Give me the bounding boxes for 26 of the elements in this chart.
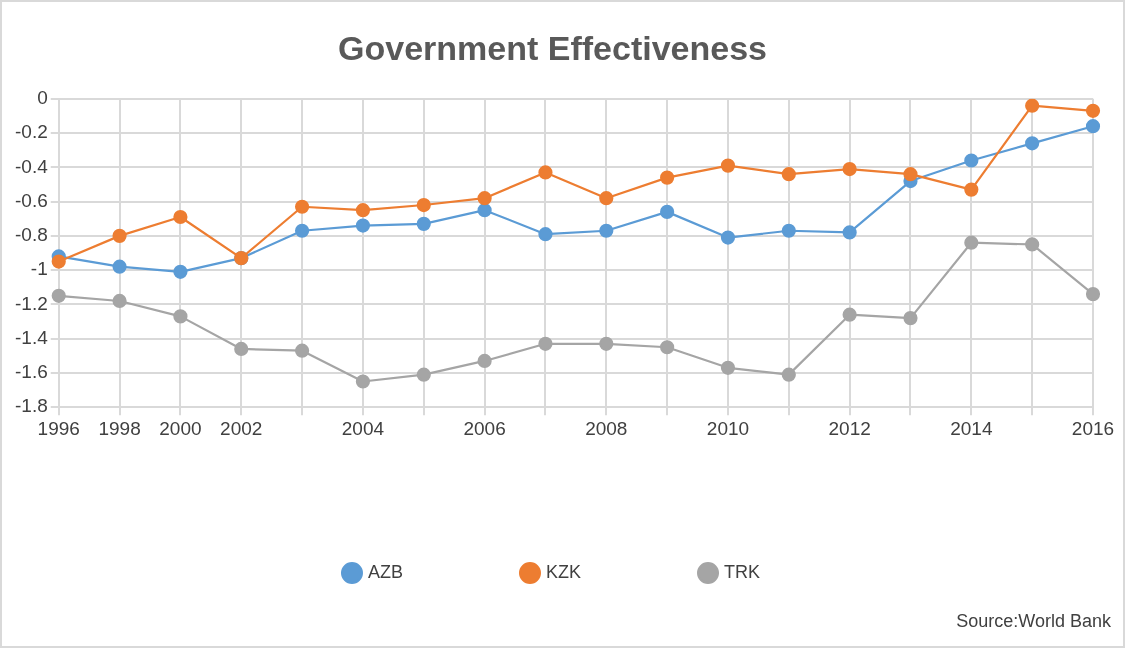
x-tick-label: 2014: [950, 417, 993, 439]
y-tick-label: -1: [30, 258, 48, 280]
x-tick-label: 2012: [828, 417, 871, 439]
y-tick-label: -1.6: [14, 361, 48, 383]
y-tick-label: -1.4: [14, 326, 49, 348]
y-tick-label: -1.2: [14, 292, 48, 314]
x-tick-label: 2004: [341, 417, 385, 439]
legend-label: AZB: [367, 561, 404, 582]
y-tick-label: -0.6: [14, 189, 48, 211]
x-tick-label: 2008: [585, 417, 628, 439]
y-tick-label: -1.8: [14, 395, 48, 417]
x-tick-label: 2002: [220, 417, 263, 439]
y-tick-label: -0.4: [14, 155, 49, 177]
x-tick-label: 1998: [98, 417, 141, 439]
x-tick-label: 2016: [1071, 417, 1115, 439]
source-note: Source:World Bank: [956, 611, 1111, 632]
y-tick-label: -0.2: [14, 121, 48, 143]
x-tick-label: 2010: [706, 417, 750, 439]
legend-label: KZK: [546, 561, 582, 582]
x-tick-label: 1996: [37, 417, 80, 439]
y-tick-label: -0.8: [14, 224, 48, 246]
chart-title: Government Effectiveness: [338, 28, 767, 67]
x-tick-label: 2006: [463, 417, 506, 439]
y-tick-label: 0: [37, 87, 48, 109]
x-tick-label: 2000: [159, 417, 202, 439]
legend-label: TRK: [724, 561, 761, 582]
